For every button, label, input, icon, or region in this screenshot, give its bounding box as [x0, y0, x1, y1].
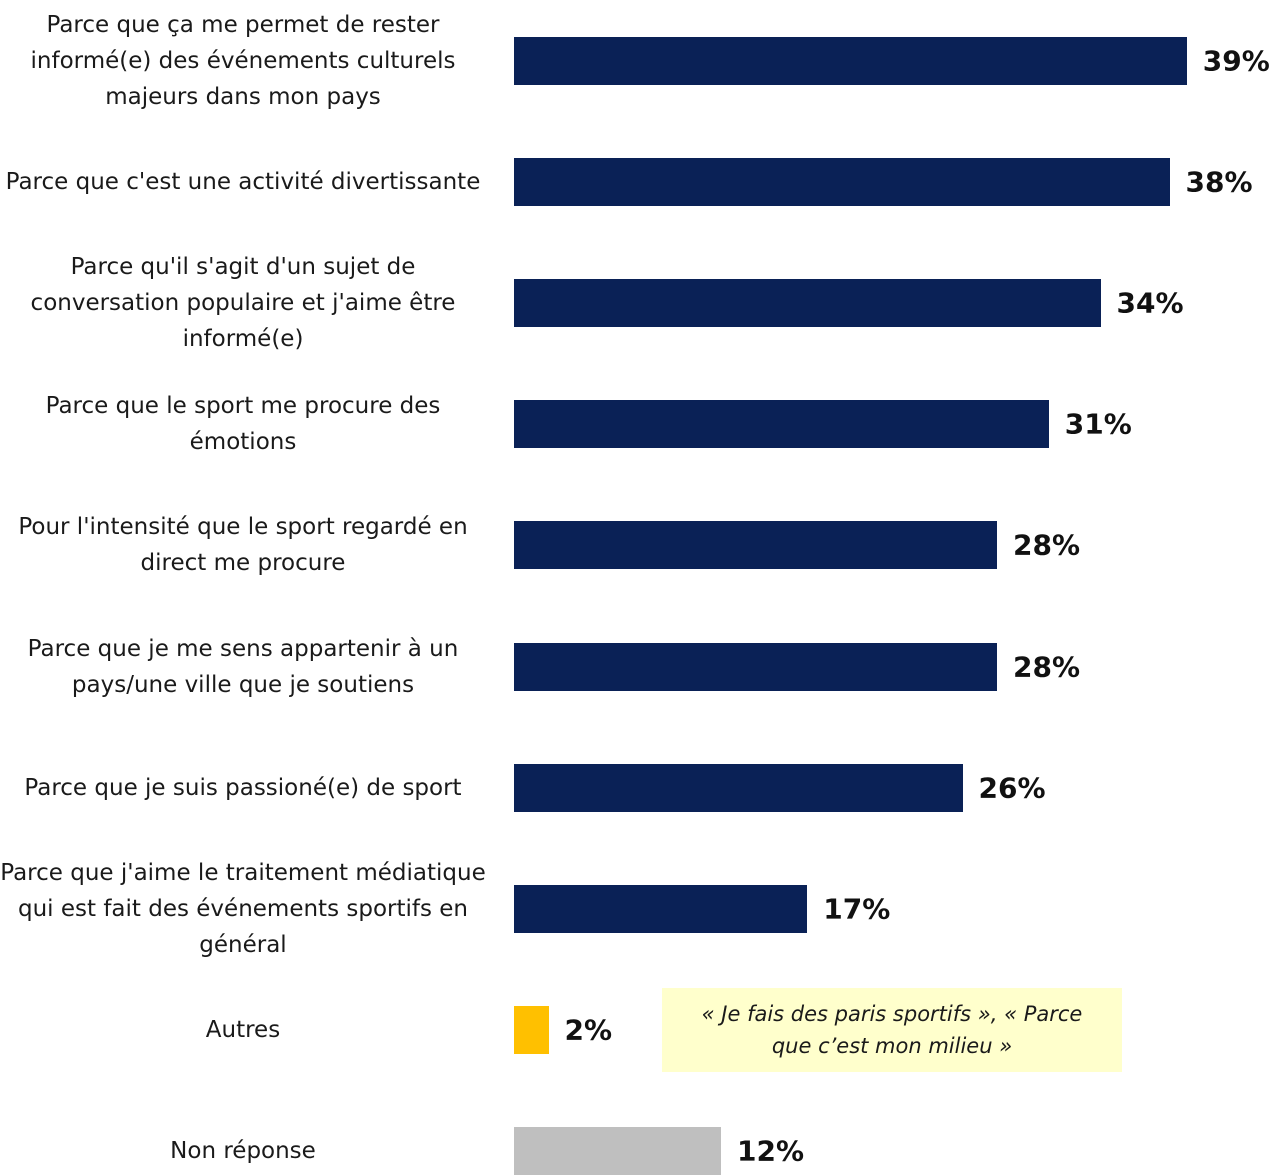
bar — [514, 642, 997, 691]
category-label: Parce que le sport me procure des émotio… — [45, 393, 441, 456]
bar — [514, 521, 997, 570]
bar — [514, 884, 808, 933]
bar — [514, 400, 1049, 449]
category-label: Autres — [205, 1016, 281, 1043]
value-label: 26% — [978, 771, 1046, 805]
category-label: Parce que ça me permet de rester informé… — [30, 12, 456, 110]
bar — [514, 763, 963, 812]
category-label: Parce que je suis passioné(e) de sport — [24, 774, 462, 801]
value-label: 39% — [1202, 44, 1270, 78]
bar — [514, 37, 1187, 85]
category-label: Parce qu'il s'agit d'un sujet de convers… — [30, 254, 456, 353]
bar — [514, 1126, 721, 1175]
bar — [514, 1005, 549, 1054]
value-label: 12% — [737, 1134, 805, 1168]
bar — [514, 279, 1101, 328]
category-label: Parce que j'aime le traitement médiatiqu… — [0, 859, 486, 958]
autres-annotation-box: « Je fais des paris sportifs », « Parce … — [662, 987, 1122, 1072]
category-label: Pour l'intensité que le sport regardé en… — [18, 514, 468, 577]
category-label: Parce que c'est une activité divertissan… — [5, 169, 481, 196]
value-label: 31% — [1064, 407, 1132, 441]
value-label: 2% — [564, 1013, 613, 1047]
category-label: Parce que je me sens appartenir à un pay… — [27, 635, 459, 698]
value-label: 17% — [823, 892, 891, 926]
value-label: 28% — [1013, 528, 1081, 562]
value-label: 34% — [1116, 286, 1184, 320]
autres-annotation-text: « Je fais des paris sportifs », « Parce … — [701, 1001, 1083, 1058]
category-label: Non réponse — [170, 1137, 316, 1164]
bar — [514, 158, 1170, 207]
value-label: 38% — [1185, 165, 1253, 199]
value-label: 28% — [1013, 650, 1081, 683]
